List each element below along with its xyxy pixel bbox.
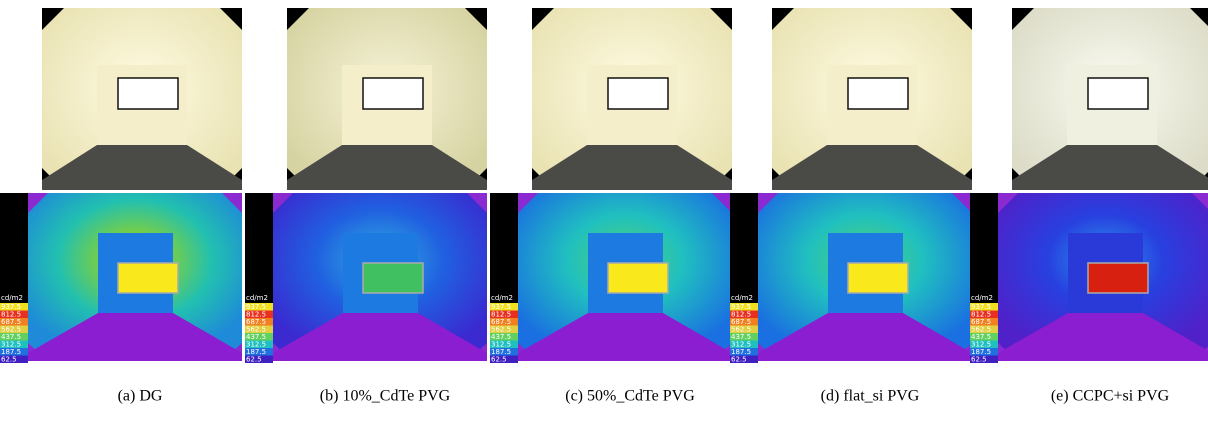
figure: cd/m2937.5812.5687.5562.5437.5312.5187.5… [0, 0, 1208, 416]
caption: (e) CCPC+si PVG [1051, 388, 1170, 405]
legend-unit: cd/m2 [731, 294, 753, 302]
room-render [772, 8, 972, 190]
panel: cd/m2937.5812.5687.5562.5437.5312.5187.5… [0, 8, 242, 405]
window [363, 263, 423, 293]
luminance-map [273, 193, 487, 361]
legend-label: 62.5 [491, 356, 507, 364]
legend-unit: cd/m2 [971, 294, 993, 302]
panel: cd/m2937.5812.5687.5562.5437.5312.5187.5… [730, 8, 972, 405]
room-render [42, 8, 242, 190]
legend-unit: cd/m2 [1, 294, 23, 302]
luminance-map [758, 193, 972, 361]
legend-label: 62.5 [731, 356, 747, 364]
legend-label: 62.5 [1, 356, 17, 364]
window [118, 78, 178, 109]
window [363, 78, 423, 109]
room-render [1012, 8, 1208, 190]
window [118, 263, 178, 293]
panel: cd/m2937.5812.5687.5562.5437.5312.5187.5… [490, 8, 732, 405]
luminance-map [518, 193, 732, 361]
window [608, 263, 668, 293]
window [1088, 263, 1148, 293]
legend-label: 62.5 [971, 356, 987, 364]
legend-label: 62.5 [246, 356, 262, 364]
window [848, 263, 908, 293]
room-render [287, 8, 487, 190]
caption: (b) 10%_CdTe PVG [320, 388, 451, 405]
window [1088, 78, 1148, 109]
legend-unit: cd/m2 [246, 294, 268, 302]
panel: cd/m2937.5812.5687.5562.5437.5312.5187.5… [970, 8, 1208, 405]
room-render [532, 8, 732, 190]
panel: cd/m2937.5812.5687.5562.5437.5312.5187.5… [245, 8, 487, 405]
luminance-map [998, 193, 1208, 361]
caption: (d) flat_si PVG [821, 388, 920, 405]
luminance-map [28, 193, 242, 361]
caption: (c) 50%_CdTe PVG [565, 388, 695, 405]
legend-unit: cd/m2 [491, 294, 513, 302]
caption: (a) DG [118, 388, 163, 405]
window [848, 78, 908, 109]
window [608, 78, 668, 109]
